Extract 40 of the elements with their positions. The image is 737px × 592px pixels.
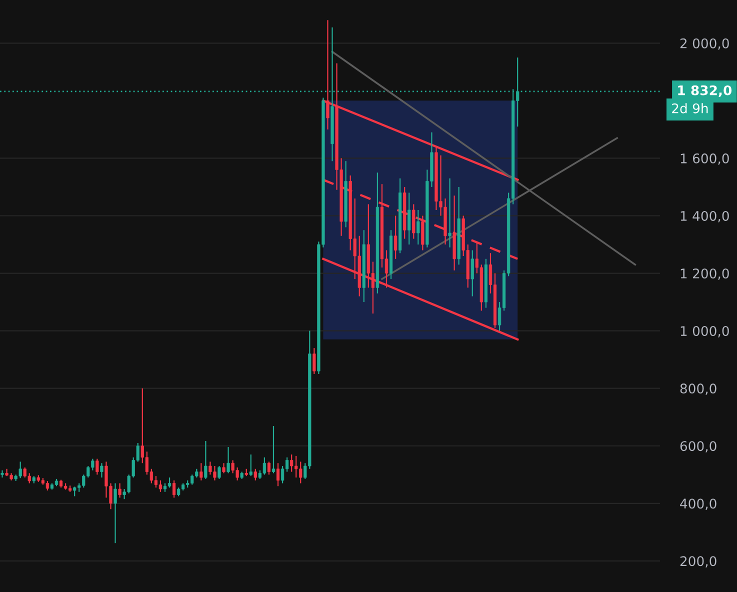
candlestick <box>470 250 474 297</box>
candlestick <box>408 192 411 246</box>
text: 2d 9h <box>672 103 708 114</box>
candlestick <box>158 480 162 492</box>
candlestick <box>118 482 122 498</box>
candlestick <box>114 482 117 544</box>
candlestick <box>100 462 104 478</box>
candlestick <box>204 440 208 480</box>
candlestick <box>249 454 252 477</box>
candlestick <box>267 461 271 476</box>
y-tick-label: 200,0 <box>680 556 716 568</box>
y-tick-label: 1 400,0 <box>680 210 729 222</box>
candlestick <box>0 470 4 478</box>
y-tick-label: 600,0 <box>680 441 716 452</box>
candlestick <box>394 215 398 260</box>
candlestick <box>421 215 424 251</box>
candlestick <box>96 458 99 476</box>
candlestick <box>168 476 172 488</box>
candlestick <box>272 425 276 474</box>
candlestick <box>172 480 176 498</box>
y-tick-label: 1 600,0 <box>680 153 729 165</box>
candlestick <box>200 462 203 481</box>
y-tick-label: 1 000,0 <box>680 326 729 338</box>
candlestick <box>218 465 221 480</box>
candlestick <box>226 446 230 474</box>
y-tick-label: 1 200,0 <box>680 268 729 280</box>
y-tick-label: 400,0 <box>680 498 716 510</box>
y-tick-label: 800,0 <box>680 384 716 395</box>
candlestick <box>412 204 416 240</box>
candlestick <box>254 468 257 481</box>
candlestick <box>46 480 50 492</box>
candlestick <box>154 476 158 488</box>
ref-line-label: 1 832,0 <box>678 85 732 97</box>
candlestick <box>312 348 316 375</box>
candlestick <box>416 209 420 246</box>
candlestick <box>222 462 226 474</box>
y-tick-label: 2 000,0 <box>680 38 729 50</box>
candlestick <box>262 456 266 476</box>
candlestick <box>276 462 280 487</box>
candlestick <box>448 178 452 248</box>
